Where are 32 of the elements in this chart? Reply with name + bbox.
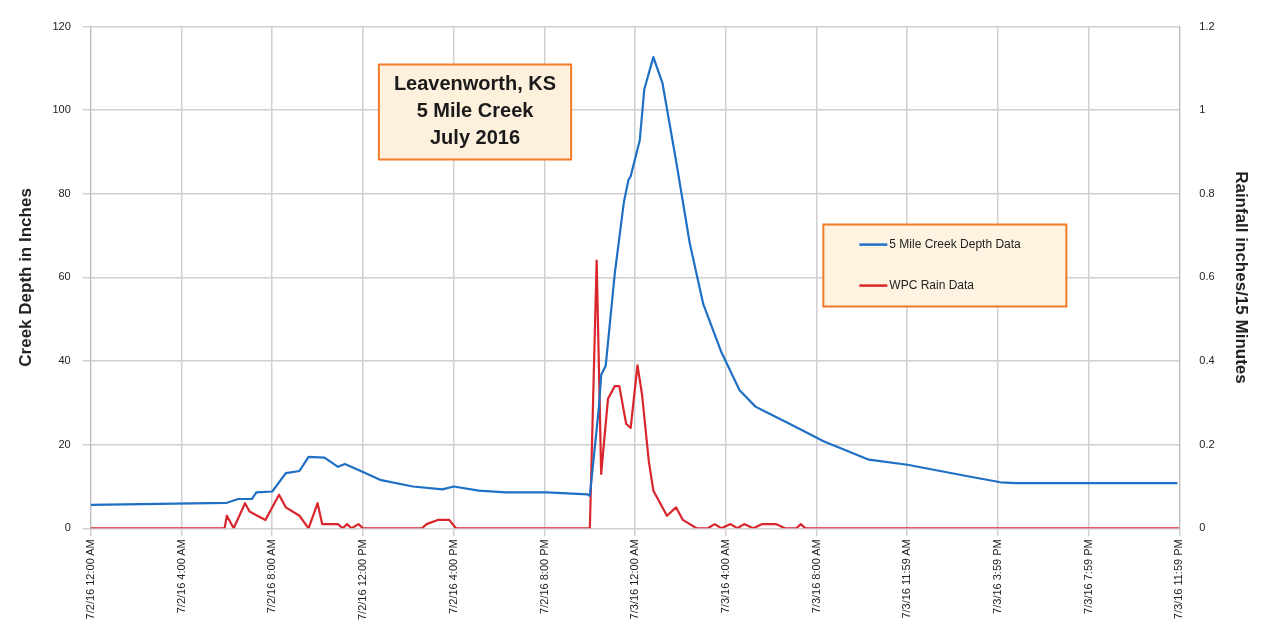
x-tick-label: 7/2/16 4:00 PM [446, 539, 459, 614]
legend-label: 5 Mile Creek Depth Data [889, 236, 1022, 251]
x-tick-label: 7/3/16 3:59 PM [990, 539, 1003, 614]
text: Leavenworth, KS 5 Mile Creek July 2016 [393, 72, 557, 149]
y2-tick-label: 0 [1199, 521, 1206, 534]
y2-tick-label: 1 [1199, 103, 1206, 116]
y-tick-label: 80 [58, 186, 71, 199]
legend-label: WPC Rain Data [889, 277, 975, 292]
x-tick-label: 7/3/16 12:00 AM [628, 539, 641, 620]
x-tick-label: 7/3/16 8:00 AM [809, 539, 822, 614]
y-tick-label: 0 [64, 521, 71, 534]
x-tick-label: 7/3/16 11:59 PM [1172, 539, 1185, 620]
x-tick-label: 7/3/16 4:00 AM [719, 539, 731, 614]
x-tick-label: 7/3/16 7:59 PM [1081, 539, 1094, 614]
y-axis-title: Creek Depth in Inches [15, 188, 35, 367]
y-tick-label: 20 [58, 437, 71, 450]
x-tick-label: 7/2/16 8:00 AM [265, 539, 278, 614]
y-tick-label: 60 [58, 270, 71, 283]
y-tick-label: 120 [52, 19, 71, 32]
y2-tick-label: 0.8 [1199, 186, 1215, 199]
x-tick-label: 7/2/16 12:00 AM [83, 539, 96, 620]
y-tick-label: 40 [58, 354, 71, 367]
y2-tick-label: 1.2 [1199, 19, 1215, 32]
y-tick-label: 100 [52, 103, 71, 116]
y2-tick-label: 0.2 [1199, 437, 1215, 450]
x-tick-label: 7/2/16 8:00 PM [537, 539, 550, 614]
y2-tick-label: 0.4 [1199, 354, 1215, 367]
y2-tick-label: 0.6 [1199, 270, 1215, 283]
x-tick-label: 7/3/16 11:59 AM [900, 539, 913, 619]
x-tick-label: 7/2/16 12:00 PM [356, 539, 369, 621]
x-tick-label: 7/2/16 4:00 AM [174, 539, 187, 614]
y2-axis-title: Rainfall inches/15 Minutes [1232, 171, 1252, 384]
